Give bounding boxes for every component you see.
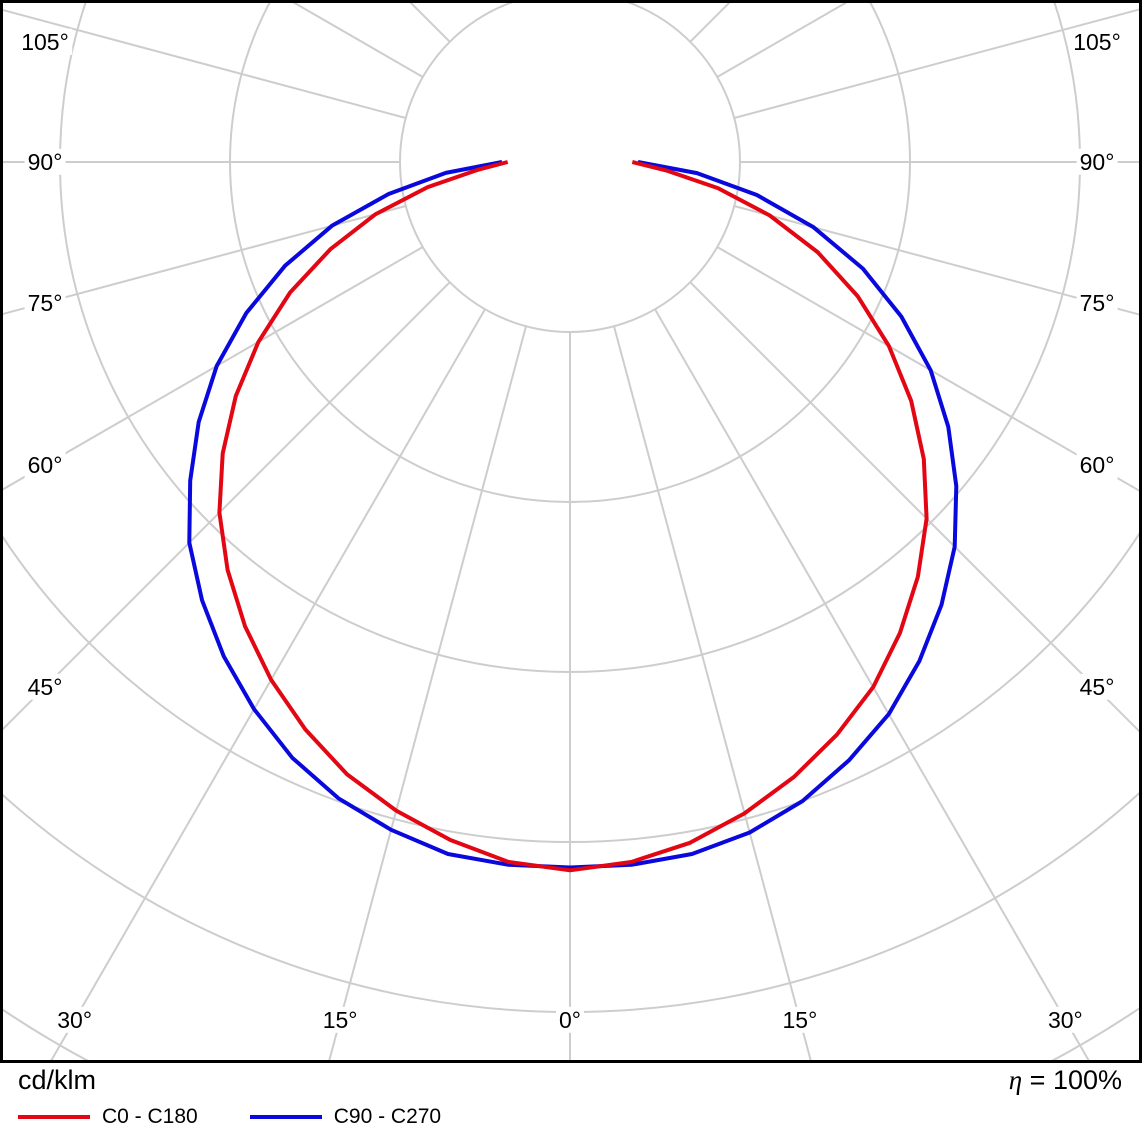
grid-spoke (0, 246, 424, 493)
units-label: cd/klm (18, 1065, 97, 1095)
grid-spoke (716, 246, 1142, 494)
grid-spoke (327, 325, 527, 1063)
legend-item: C90 - C270 (249, 1105, 442, 1129)
grid-spoke (613, 325, 813, 1063)
efficiency-label: η = 100% (1009, 1065, 1122, 1096)
legend-item: C0 - C180 (18, 1105, 198, 1129)
angle-label: 30° (1044, 1006, 1086, 1034)
polar-chart: 105° 105° 90° 90° 75° 75° 60° 60° 45° 45° 30° 30° 15… (0, 0, 1142, 1063)
angle-label: 60° (24, 451, 66, 479)
angle-label: 90° (24, 148, 66, 176)
legend-label: C90 - C270 (333, 1105, 442, 1128)
angle-label: 15° (319, 1006, 361, 1034)
grid-spoke (0, 205, 407, 316)
angle-label: 90° (1076, 148, 1118, 176)
chart-border (0, 0, 1142, 1063)
legend-line-swatch (249, 1115, 322, 1119)
angle-label: 45° (1076, 673, 1118, 701)
grid-spoke (733, 7, 1142, 119)
grid-spoke (0, 281, 451, 734)
angle-label: 0° (556, 1006, 584, 1034)
angle-label: 105° (18, 28, 72, 56)
grid-spoke (0, 8, 407, 119)
angle-label: 45° (24, 673, 66, 701)
curve-c0-c180 (217, 160, 929, 873)
grid-spoke (654, 308, 1092, 1063)
footer-top-row: cd/klm η = 100% (18, 1065, 1122, 1096)
efficiency-value: = 100% (1029, 1065, 1122, 1095)
grid-spoke (733, 205, 1142, 317)
grid-spoke (689, 281, 1142, 736)
angle-label: 15° (779, 1006, 821, 1034)
angle-label: 60° (1076, 451, 1118, 479)
legend-label: C0 - C180 (102, 1105, 198, 1128)
curve-c90-c270 (187, 160, 959, 870)
grid-ring (399, 0, 741, 333)
polar-intensity-svg (0, 0, 1142, 1063)
chart-footer: cd/klm η = 100% C0 - C180 C90 - C270 (0, 1063, 1142, 1132)
legend-line-swatch (18, 1115, 90, 1119)
angle-label: 75° (24, 289, 66, 316)
angle-label: 105° (1070, 28, 1124, 56)
eta-symbol: η (1008, 1065, 1023, 1095)
angle-label: 30° (54, 1006, 96, 1034)
legend: C0 - C180 C90 - C270 (18, 1105, 1122, 1129)
angle-label: 75° (1076, 289, 1118, 316)
